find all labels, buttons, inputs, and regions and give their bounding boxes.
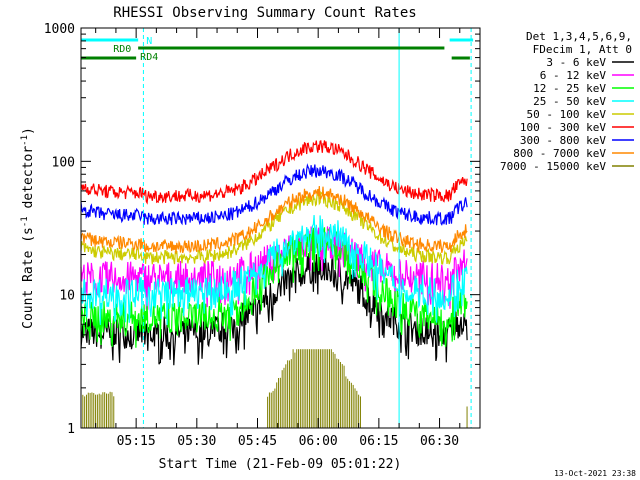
series-line-800-7000-kev bbox=[80, 185, 468, 254]
series-line-50-100-kev bbox=[80, 190, 468, 265]
generation-timestamp: 13-Oct-2021 23:38 bbox=[554, 469, 636, 478]
x-tick-label: 06:00 bbox=[299, 434, 338, 449]
legend-label: 100 - 300 keV bbox=[520, 121, 606, 134]
annotation-label-rd4: RD4 bbox=[140, 52, 158, 63]
x-tick-label: 05:30 bbox=[177, 434, 216, 449]
legend-label: 6 - 12 keV bbox=[540, 69, 607, 82]
x-tick-label: 05:45 bbox=[238, 434, 277, 449]
legend-label: 300 - 800 keV bbox=[520, 134, 606, 147]
annotation-label-rd0: RD0 bbox=[113, 44, 131, 55]
legend-label: 50 - 100 keV bbox=[527, 108, 607, 121]
y-axis-label: Count Rate (s-1 detector-1) bbox=[20, 127, 36, 329]
y-tick-label: 1000 bbox=[44, 22, 75, 37]
series-line-300-800-kev bbox=[80, 163, 468, 226]
y-tick-label: 1 bbox=[67, 422, 75, 437]
annotation-label-n: N bbox=[146, 36, 152, 47]
legend-label: 25 - 50 keV bbox=[533, 95, 606, 108]
series-line-7000-15000-kev bbox=[80, 349, 468, 428]
legend: Det 1,3,4,5,6,9,FDecim 1, Att 03 - 6 keV… bbox=[500, 30, 634, 173]
legend-header-1: Det 1,3,4,5,6,9, bbox=[526, 30, 632, 43]
x-axis-label: Start Time (21-Feb-09 05:01:22) bbox=[159, 457, 402, 472]
legend-header-2: FDecim 1, Att 0 bbox=[533, 43, 632, 56]
series-line-100-300-kev bbox=[80, 139, 468, 205]
series-line-25-50-kev bbox=[80, 215, 468, 326]
x-tick-label: 06:30 bbox=[420, 434, 459, 449]
y-tick-label: 100 bbox=[52, 155, 75, 170]
x-tick-label: 05:15 bbox=[117, 434, 156, 449]
axes-frame bbox=[80, 27, 481, 429]
plot-area: N RD0 RD4 bbox=[80, 28, 474, 428]
chart-title: RHESSI Observing Summary Count Rates bbox=[113, 5, 416, 21]
legend-label: 12 - 25 keV bbox=[533, 82, 606, 95]
y-tick-label: 10 bbox=[59, 289, 75, 304]
x-tick-label: 06:15 bbox=[359, 434, 398, 449]
legend-label: 800 - 7000 keV bbox=[513, 147, 606, 160]
axes: 1 10 100 1000 05:15 05:30 05:45 06:00 06:15 06:30 bbox=[44, 22, 481, 449]
legend-label: 3 - 6 keV bbox=[546, 56, 606, 69]
legend-label: 7000 - 15000 keV bbox=[500, 160, 606, 173]
